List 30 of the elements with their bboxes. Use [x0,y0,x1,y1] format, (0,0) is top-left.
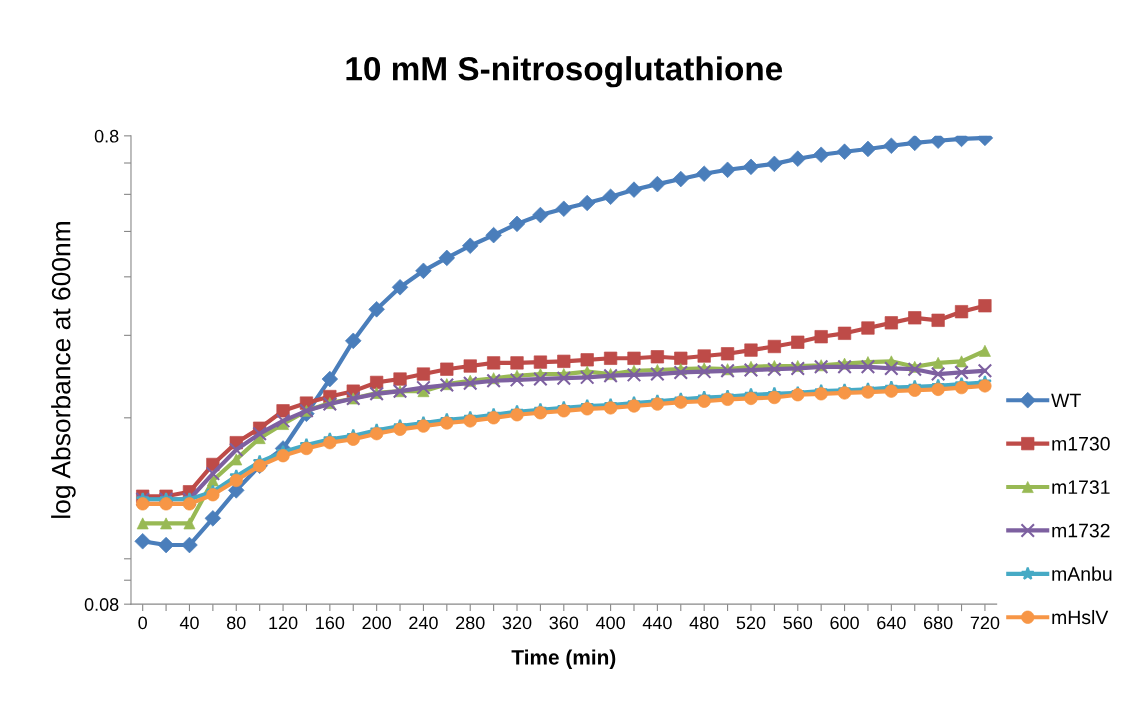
x-tick-label: 360 [549,616,579,630]
x-tick-label: 280 [456,616,485,630]
x-tick-label: 720 [970,616,1000,630]
x-tick-label: 0 [138,616,147,630]
x-tick-label: 520 [736,616,766,630]
x-tick-label: 40 [179,616,199,630]
x-tick-label: 480 [689,616,719,630]
y-tick-label: 0.08 [84,598,119,611]
x-tick-label: 640 [877,616,906,630]
legend-label: m1732 [1052,523,1110,538]
y-axis-title: log Absorbance at 600nm [51,222,76,518]
x-tick-label: 680 [923,616,953,630]
x-tick-label: 440 [642,616,672,630]
x-tick-label: 160 [316,616,345,630]
legend-label: mHslV [1052,609,1109,625]
y-tick-label: 0.8 [94,129,119,143]
x-axis-title: Time (min) [511,649,616,669]
x-tick-label: 560 [783,616,813,630]
legend-label: mAnbu [1052,566,1112,581]
legend-label: WT [1051,393,1081,408]
x-tick-label: 600 [830,616,859,630]
x-tick-label: 240 [409,616,438,630]
legend-label: m1730 [1052,436,1110,451]
x-tick-label: 400 [595,616,625,630]
x-tick-label: 200 [362,616,391,630]
x-tick-label: 120 [269,616,298,630]
legend-label: m1731 [1052,480,1110,495]
chart-title: 10 mM S-nitrosoglutathione [346,56,783,88]
x-tick-label: 320 [502,616,532,630]
x-tick-label: 80 [227,616,246,630]
